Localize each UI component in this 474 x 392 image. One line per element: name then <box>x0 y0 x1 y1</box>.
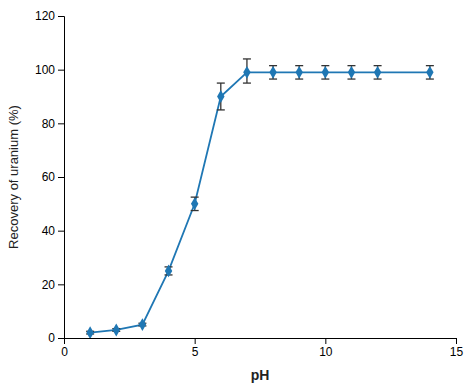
point <box>86 326 93 338</box>
point <box>295 66 302 79</box>
error-bar <box>295 66 303 79</box>
tick-label: 80 <box>42 117 56 131</box>
tick-mark <box>58 284 64 285</box>
point <box>348 66 355 79</box>
tick-label: 60 <box>42 170 56 184</box>
error-bar <box>321 66 329 79</box>
y-axis: 0 20 40 60 80 100 120 <box>35 9 65 345</box>
tick: 0 <box>61 338 68 359</box>
tick: 80 <box>42 117 64 131</box>
point <box>113 324 120 337</box>
point <box>322 66 329 79</box>
error-bar <box>269 66 277 79</box>
point <box>374 66 381 79</box>
tick: 10 <box>319 338 333 359</box>
tick-mark <box>456 338 457 344</box>
x-axis-line <box>65 339 457 345</box>
error-bar-cap <box>243 82 251 83</box>
chart: 0 5 10 15 0 20 40 60 80 100 120 pH Recovery of urani… <box>0 0 474 392</box>
error-bar-cap <box>243 58 251 59</box>
x-axis-title: pH <box>251 367 270 383</box>
tick: 60 <box>42 170 64 184</box>
tick-label: 20 <box>42 278 56 292</box>
tick: 0 <box>48 331 64 345</box>
tick: 20 <box>42 278 64 292</box>
tick-label: 0 <box>48 331 55 345</box>
tick: 100 <box>35 63 64 77</box>
tick-mark <box>195 338 196 344</box>
point <box>243 66 250 79</box>
tick: 15 <box>450 338 464 359</box>
tick-mark <box>58 70 64 71</box>
error-bar <box>217 83 225 110</box>
y-axis-title: Recovery of uranium (%) <box>6 105 21 249</box>
error-bar-cap <box>217 82 225 83</box>
tick-mark <box>58 338 64 339</box>
tick-label: 40 <box>42 224 56 238</box>
error-bar <box>426 66 434 79</box>
tick-mark <box>325 338 326 344</box>
tick: 5 <box>192 338 199 359</box>
point <box>426 66 433 79</box>
error-bar <box>347 66 355 79</box>
tick-label: 100 <box>35 63 55 77</box>
tick: 120 <box>35 9 64 23</box>
tick-label: 5 <box>192 345 199 359</box>
tick-label: 15 <box>450 345 464 359</box>
tick-mark <box>58 231 64 232</box>
point <box>191 197 198 210</box>
tick-label: 120 <box>35 9 55 23</box>
point <box>217 90 224 103</box>
data-marks <box>86 59 434 338</box>
tick-mark <box>58 123 64 124</box>
point <box>139 318 146 331</box>
point <box>269 66 276 79</box>
point <box>165 264 172 277</box>
x-axis: 0 5 10 15 <box>61 338 463 359</box>
error-bar <box>374 66 382 79</box>
tick: 40 <box>42 224 64 238</box>
tick-mark <box>58 177 64 178</box>
error-bar <box>191 197 199 210</box>
plot-area: 0 5 10 15 0 20 40 60 80 100 120 <box>35 9 464 358</box>
tick-label: 10 <box>319 345 333 359</box>
line <box>90 72 430 332</box>
error-bar-cap <box>217 109 225 110</box>
tick-label: 0 <box>61 345 68 359</box>
y-axis-line <box>58 17 65 339</box>
error-bar <box>243 59 251 83</box>
tick-mark <box>58 16 64 17</box>
